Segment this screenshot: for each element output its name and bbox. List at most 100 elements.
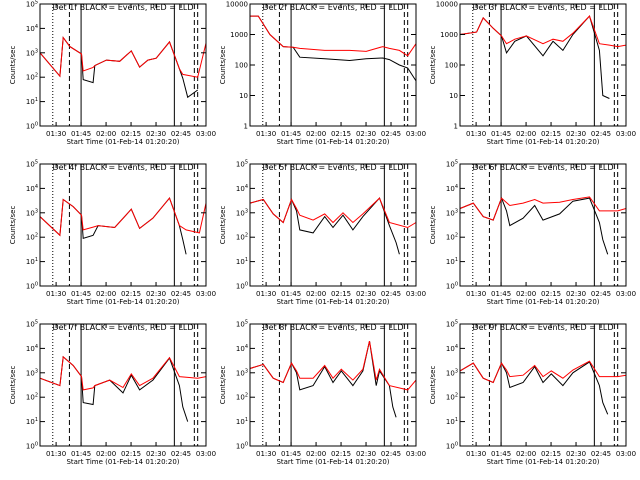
x-tick-label: 02:30	[356, 450, 376, 458]
x-tick-label: 02:15	[331, 290, 351, 298]
y-tick-label: 104	[446, 344, 458, 353]
x-tick-label: 02:00	[96, 290, 116, 298]
x-tick-label: 02:15	[541, 290, 561, 298]
x-tick-label: 01:45	[491, 290, 511, 298]
x-tick-label: 03:00	[196, 130, 216, 138]
panel-title: Det 2f BLACK = Events, RED = LLD	[262, 3, 403, 12]
y-tick-label: 105	[26, 320, 38, 329]
x-axis-label: Start Time (01-Feb-14 01:20:20)	[486, 138, 599, 146]
y-tick-label: 103	[26, 368, 38, 377]
y-tick-label: 103	[236, 368, 248, 377]
y-tick-label: 10	[449, 92, 458, 100]
y-tick-label: 102	[26, 73, 38, 82]
x-tick-label: 02:15	[121, 450, 141, 458]
series-line-lld	[459, 360, 627, 384]
y-tick-label: 100	[446, 282, 458, 291]
x-tick-label: 02:15	[541, 130, 561, 138]
x-tick-label: 02:45	[171, 130, 191, 138]
x-axis-label: Start Time (01-Feb-14 01:20:20)	[276, 458, 389, 466]
x-tick-label: 02:00	[96, 130, 116, 138]
x-tick-label: 01:45	[71, 450, 91, 458]
x-tick-label: 02:30	[566, 130, 586, 138]
y-tick-label: 103	[26, 48, 38, 57]
x-tick-label: 01:30	[46, 130, 66, 138]
y-tick-label: 103	[446, 208, 458, 217]
panel-det-1f: Det 1f BLACK = Events, RED = LLD 01:30 01:…	[9, 0, 216, 146]
x-tick-label: 02:00	[96, 450, 116, 458]
x-tick-label: 01:30	[256, 130, 276, 138]
x-tick-label: 01:45	[491, 130, 511, 138]
series-line-events	[459, 361, 609, 415]
x-tick-label: 02:30	[566, 450, 586, 458]
x-tick-label: 01:30	[466, 130, 486, 138]
y-tick-label: 1000	[440, 31, 458, 39]
y-axis-label: Counts/sec	[219, 366, 227, 405]
x-axis-label: Start Time (01-Feb-14 01:20:20)	[66, 298, 179, 306]
panel-title: Det 9f BLACK = Events, RED = LLD	[472, 323, 613, 332]
x-tick-label: 01:45	[281, 290, 301, 298]
series-line-lld	[459, 15, 627, 48]
series-line-lld	[249, 340, 417, 391]
x-tick-label: 03:00	[616, 450, 636, 458]
y-tick-label: 100	[26, 442, 38, 451]
x-tick-label: 03:00	[196, 450, 216, 458]
series-line-lld	[249, 197, 417, 229]
y-tick-label: 101	[26, 257, 38, 266]
series-line-lld	[39, 36, 207, 78]
panel-det-4f: Det 4f BLACK = Events, RED = LLD 01:30 01:…	[9, 160, 216, 307]
x-tick-label: 02:30	[146, 450, 166, 458]
x-tick-label: 02:00	[516, 450, 536, 458]
y-axis-label: Counts/sec	[9, 366, 17, 405]
y-tick-label: 104	[26, 184, 38, 193]
plot-frame	[249, 3, 417, 127]
panel-title: Det 4f BLACK = Events, RED = LLD	[52, 163, 193, 172]
y-tick-label: 104	[26, 344, 38, 353]
y-tick-label: 10000	[226, 1, 248, 9]
y-tick-label: 102	[236, 393, 248, 402]
plot-frame	[249, 323, 417, 447]
y-tick-label: 105	[446, 320, 458, 329]
x-tick-label: 02:15	[121, 290, 141, 298]
plot-frame	[39, 163, 207, 287]
y-tick-label: 1	[244, 123, 248, 131]
series-line-events	[459, 196, 609, 255]
x-tick-label: 01:30	[466, 450, 486, 458]
panel-det-6f: Det 6f BLACK = Events, RED = LLD 01:30 01:…	[429, 160, 636, 307]
series-line-events	[249, 197, 400, 255]
plot-frame	[249, 163, 417, 287]
panel-title: Det 6f BLACK = Events, RED = LLD	[472, 163, 613, 172]
y-tick-label: 100	[236, 282, 248, 291]
y-tick-label: 104	[26, 24, 38, 33]
x-tick-label: 03:00	[196, 290, 216, 298]
series-line-events	[459, 15, 610, 99]
y-axis-label: Counts/sec	[429, 206, 437, 245]
x-tick-label: 02:45	[171, 290, 191, 298]
y-axis-label: Counts/sec	[9, 46, 17, 85]
y-tick-label: 1	[454, 123, 458, 131]
y-tick-label: 101	[446, 257, 458, 266]
x-tick-label: 02:45	[381, 130, 401, 138]
y-tick-label: 101	[26, 417, 38, 426]
y-tick-label: 103	[446, 368, 458, 377]
series-line-events	[39, 197, 187, 255]
y-tick-label: 102	[236, 233, 248, 242]
x-tick-label: 03:00	[406, 290, 426, 298]
y-tick-label: 100	[26, 122, 38, 131]
plot-frame	[459, 323, 627, 447]
y-tick-label: 101	[26, 97, 38, 106]
y-tick-label: 102	[26, 233, 38, 242]
y-tick-label: 104	[236, 184, 248, 193]
panel-title: Det 7f BLACK = Events, RED = LLD	[52, 323, 193, 332]
y-tick-label: 10000	[436, 1, 458, 9]
panel-title: Det 3f BLACK = Events, RED = LLD	[472, 3, 613, 12]
plot-frame	[459, 3, 627, 127]
series-line-lld	[459, 196, 627, 221]
series-line-lld	[39, 355, 207, 391]
x-tick-label: 01:30	[256, 290, 276, 298]
x-tick-label: 01:30	[466, 290, 486, 298]
y-tick-label: 105	[236, 320, 248, 329]
plot-frame	[459, 163, 627, 287]
x-tick-label: 02:00	[306, 130, 326, 138]
x-axis-label: Start Time (01-Feb-14 01:20:20)	[276, 298, 389, 306]
